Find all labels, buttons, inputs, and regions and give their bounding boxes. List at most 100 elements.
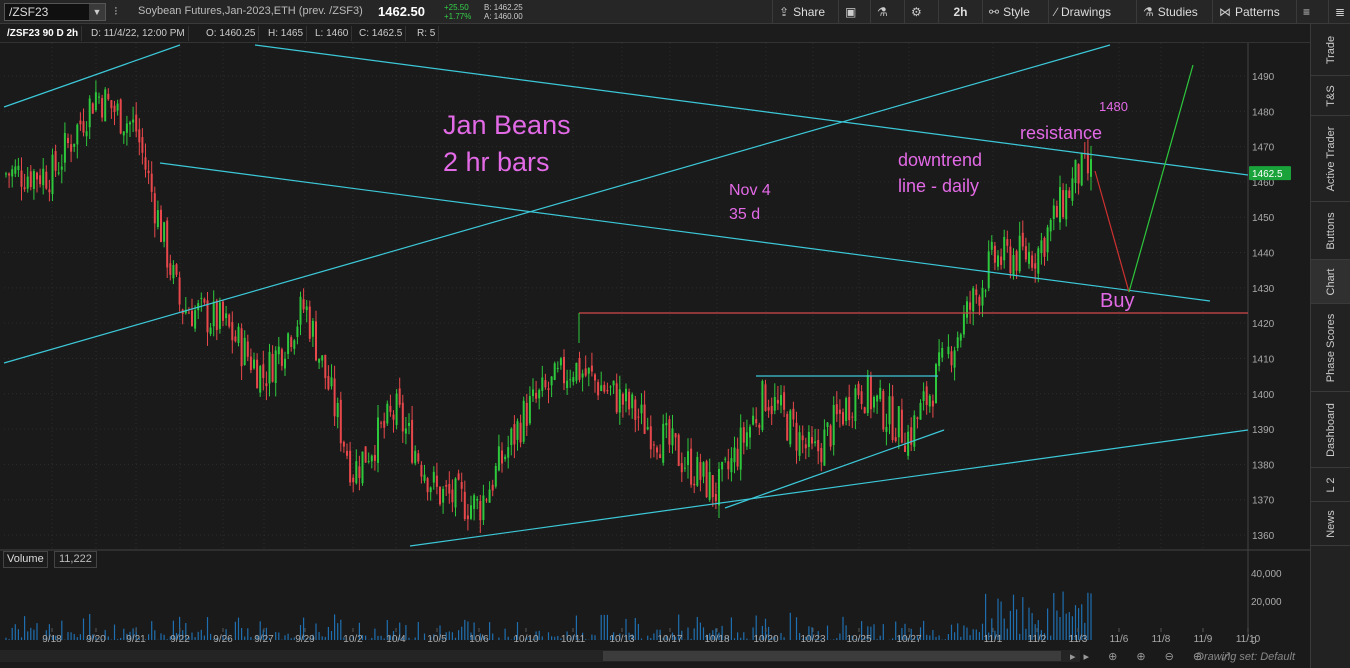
title-annotation[interactable]: Jan Beans xyxy=(443,110,571,140)
candle-body xyxy=(42,168,45,186)
side-tab-buttons[interactable]: Buttons xyxy=(1311,202,1350,260)
side-tab-active-trader[interactable]: Active Trader xyxy=(1311,116,1350,202)
side-tab-trade[interactable]: Trade xyxy=(1311,24,1350,76)
link-icon[interactable]: ⁝ xyxy=(114,4,118,18)
candle-body xyxy=(39,175,42,185)
drawings-button[interactable]: ∕ Drawings xyxy=(1048,0,1117,24)
price-axis[interactable]: 1360 1370 1380 1390 1400 1410 1420 1430 1440 1450… xyxy=(1249,72,1291,542)
trend-line[interactable] xyxy=(409,429,1249,547)
annotations[interactable]: Jan Beans 2 hr bars Nov 4 35 d downtrend line… xyxy=(443,99,1134,312)
trend-line[interactable] xyxy=(3,44,1111,364)
candle-body xyxy=(287,333,290,355)
trend-line[interactable] xyxy=(3,44,181,108)
candle-body xyxy=(339,399,342,444)
candle-body xyxy=(119,99,122,134)
candle-body xyxy=(931,400,934,407)
candle-body xyxy=(417,453,420,462)
snapshot-button[interactable]: ▣ xyxy=(838,0,870,24)
share-button[interactable]: ⇪ Share xyxy=(772,0,831,24)
scroll-thumb[interactable] xyxy=(603,651,1061,661)
candle-body xyxy=(256,359,259,389)
date-annotation[interactable]: Nov 4 xyxy=(729,182,771,199)
side-tab-news[interactable]: News xyxy=(1311,502,1350,546)
candle-body xyxy=(23,187,26,190)
studies-button[interactable]: ⚗ Studies xyxy=(1136,0,1204,24)
menu-button[interactable]: ≡ xyxy=(1296,0,1328,24)
side-tab-dashboard[interactable]: Dashboard xyxy=(1311,392,1350,468)
trend-line[interactable] xyxy=(254,44,1249,176)
side-tab-t-s[interactable]: T&S xyxy=(1311,76,1350,116)
time-tick-label: 10/17 xyxy=(657,634,682,645)
chart-title: /ZSF23 90 D 2h xyxy=(4,26,83,41)
time-tick-label: 9/18 xyxy=(42,634,62,645)
candle-body xyxy=(156,210,159,228)
price-tick-label: 1450 xyxy=(1252,213,1275,224)
trend-lines[interactable] xyxy=(3,44,1249,547)
timeframe-button[interactable]: 2h xyxy=(938,0,982,24)
candle-body xyxy=(361,451,364,484)
candle-body xyxy=(296,326,299,337)
price-tick-label: 1480 xyxy=(1252,107,1275,118)
candle-body xyxy=(169,263,172,275)
chart-scrollbar[interactable] xyxy=(0,650,1080,662)
side-tab-l-2[interactable]: L 2 xyxy=(1311,468,1350,502)
candle-body xyxy=(714,493,717,502)
side-tab-phase-scores[interactable]: Phase Scores xyxy=(1311,304,1350,392)
candle-body xyxy=(615,383,618,413)
time-tick-label: 10/5 xyxy=(427,634,447,645)
candle-body xyxy=(172,265,175,279)
candle-body xyxy=(138,129,141,143)
pencil-icon: ∕ xyxy=(1055,5,1058,19)
chart-tools[interactable]: ▸▸ ⊕ ⊕ ⊖ ⊖ ⤢ xyxy=(1070,651,1238,663)
candle-body xyxy=(203,298,206,303)
candle-body xyxy=(274,350,277,384)
subtitle-annotation[interactable]: 2 hr bars xyxy=(443,147,550,177)
candle-body xyxy=(8,173,11,176)
side-tab-chart[interactable]: Chart xyxy=(1311,260,1350,304)
menu-button-2[interactable]: ≣ xyxy=(1328,0,1350,24)
drawing-set-label[interactable]: Drawing set: Default xyxy=(1196,651,1296,663)
price-chart[interactable]: 1360 1370 1380 1390 1400 1410 1420 1430 1440 1450… xyxy=(0,43,1310,668)
price-tick-label: 1360 xyxy=(1252,531,1275,542)
candle-body xyxy=(268,351,271,384)
candle-body xyxy=(829,425,832,447)
candle-body xyxy=(1071,178,1074,201)
candle-body xyxy=(73,143,76,147)
resistance-annotation[interactable]: resistance xyxy=(1020,123,1102,143)
trend-line[interactable] xyxy=(1128,64,1194,293)
candle-body xyxy=(305,306,308,311)
chevron-down-icon[interactable]: ▼ xyxy=(89,4,105,20)
days-annotation[interactable]: 35 d xyxy=(729,206,760,223)
style-button[interactable]: ⚯ Style xyxy=(982,0,1036,24)
buy-annotation[interactable]: Buy xyxy=(1100,290,1134,312)
candle-body xyxy=(913,415,916,447)
bar-high: H: 1465 xyxy=(265,26,308,41)
bid-price: B: 1462.25 xyxy=(484,3,523,12)
downtrend-annotation[interactable]: downtrend xyxy=(898,150,982,170)
candle-body xyxy=(91,103,94,114)
trend-line[interactable] xyxy=(724,429,945,509)
candle-body xyxy=(116,103,119,111)
patterns-button[interactable]: ⋈ Patterns xyxy=(1212,0,1286,24)
candle-body xyxy=(1012,255,1015,276)
trend-line[interactable] xyxy=(1094,170,1130,293)
candle-body xyxy=(941,347,944,358)
candle-body xyxy=(718,469,720,506)
trend-line[interactable] xyxy=(159,162,1211,302)
candle-body xyxy=(1043,238,1046,257)
price-tick-label: 1460 xyxy=(1252,178,1275,189)
candle-body xyxy=(873,397,875,408)
candle-body xyxy=(572,376,575,382)
candle-body xyxy=(637,416,640,418)
settings-button[interactable]: ⚙ xyxy=(904,0,938,24)
time-tick-label: 11/6 xyxy=(1110,634,1129,645)
side-tab-label: L 2 xyxy=(1325,477,1337,492)
flask-button[interactable]: ⚗ xyxy=(870,0,904,24)
chart-grid xyxy=(0,43,1310,640)
symbol-input[interactable]: /ZSF23 ▼ xyxy=(4,3,106,21)
target-annotation[interactable]: 1480 xyxy=(1099,99,1128,114)
candle-body xyxy=(178,277,181,305)
downtrend-annotation-2[interactable]: line - daily xyxy=(898,176,979,196)
candle-body xyxy=(94,92,97,111)
time-axis[interactable]: 9/18 9/20 9/21 9/22 9/26 9/27 9/29 10/2 10/4 10/5… xyxy=(42,628,1261,645)
